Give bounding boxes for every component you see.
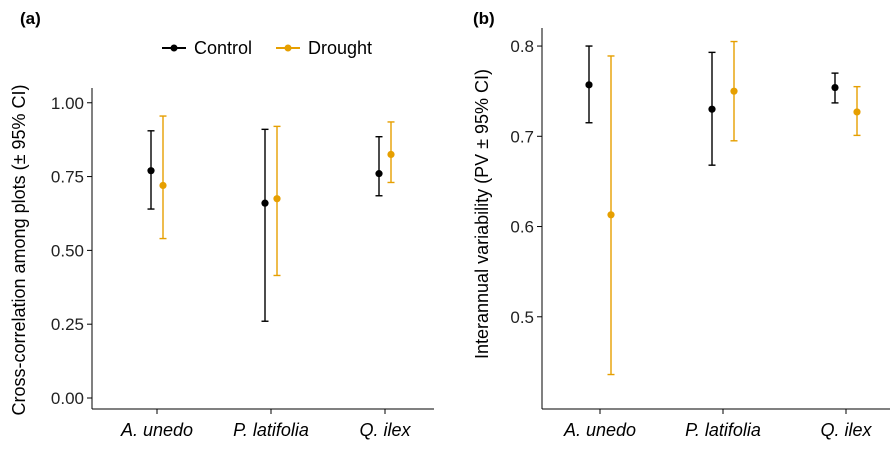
legend-control-swatch-dot [170, 44, 178, 52]
data-point-control [375, 170, 383, 178]
x-category-label-b: Q. ilex [820, 420, 872, 440]
x-category-label-b: P. latifolia [685, 420, 761, 440]
data-point-drought [273, 195, 281, 203]
y-tick-label-a: 0.25 [51, 315, 84, 334]
legend-control-label: Control [194, 38, 252, 58]
data-point-drought [607, 211, 615, 219]
y-tick-label-b: 0.5 [510, 308, 534, 327]
panel-a: (a) Cross-correlation among plots (± 95%… [9, 9, 434, 440]
y-tick-label-a: 0.00 [51, 389, 84, 408]
data-point-drought [730, 87, 738, 95]
legend: Control Drought [162, 38, 372, 58]
data-point-control [831, 83, 839, 92]
data-point-control [147, 167, 155, 175]
x-category-label-b: A. unedo [563, 420, 636, 440]
data-point-drought [387, 150, 395, 159]
legend-drought-swatch-dot [284, 44, 292, 52]
y-tick-label-b: 0.6 [510, 218, 534, 237]
y-tick-label-a: 1.00 [51, 94, 84, 113]
data-point-control [261, 199, 269, 207]
y-tick-label-b: 0.8 [510, 37, 534, 56]
panel-label-b: (b) [473, 9, 495, 28]
panel-b: (b) Interannual variability (PV ± 95% CI… [472, 9, 890, 440]
data-point-control [708, 105, 716, 113]
x-category-label-a: A. unedo [120, 420, 193, 440]
y-tick-label-a: 0.50 [51, 241, 84, 260]
data-point-control [585, 81, 593, 89]
data-point-drought [159, 181, 167, 190]
y-axis-title-b: Interannual variability (PV ± 95% CI) [472, 69, 492, 359]
legend-drought-label: Drought [308, 38, 372, 58]
data-point-drought [853, 108, 861, 116]
y-tick-label-b: 0.7 [510, 127, 534, 146]
x-category-label-a: P. latifolia [233, 420, 309, 440]
x-category-label-a: Q. ilex [359, 420, 411, 440]
y-axis-title-a: Cross-correlation among plots (± 95% CI) [9, 85, 29, 416]
panel-label-a: (a) [20, 9, 41, 28]
y-tick-label-a: 0.75 [51, 168, 84, 187]
